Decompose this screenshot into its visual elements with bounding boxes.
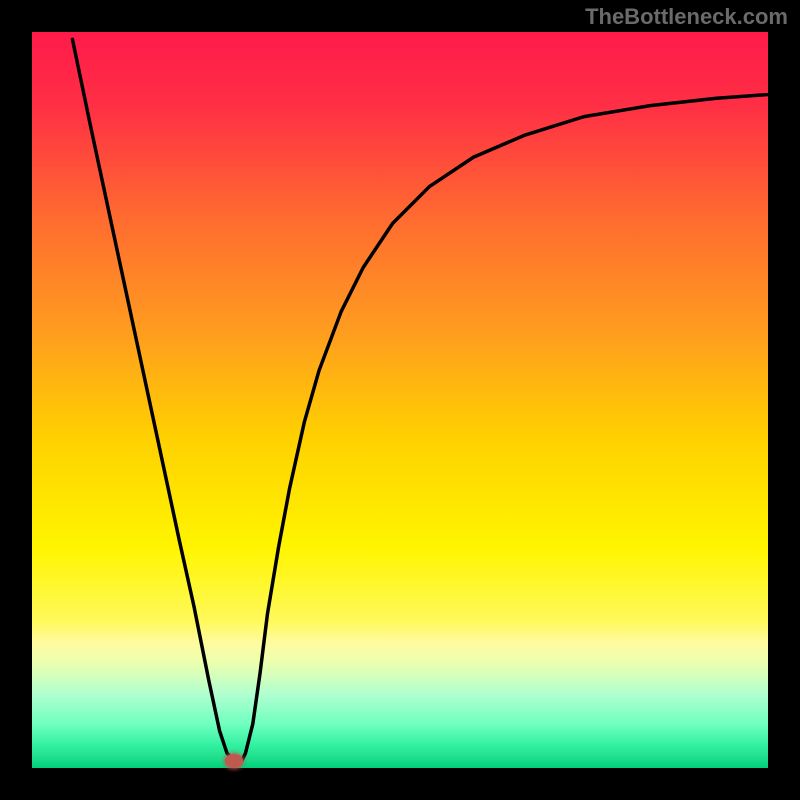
curve-svg xyxy=(32,32,768,768)
curve-path xyxy=(72,39,768,760)
plot-area xyxy=(32,32,768,768)
watermark-text: TheBottleneck.com xyxy=(585,4,788,30)
chart-container: TheBottleneck.com xyxy=(0,0,800,800)
minimum-marker xyxy=(225,754,243,768)
